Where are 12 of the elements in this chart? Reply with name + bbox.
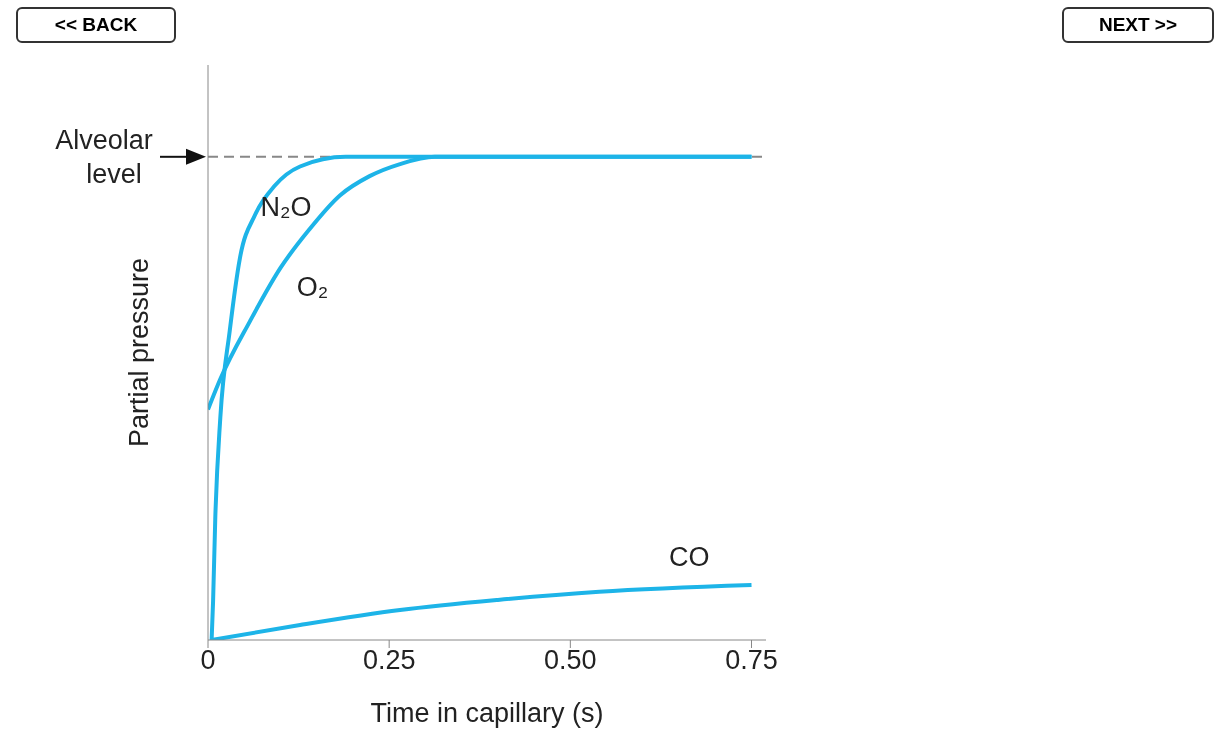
x-tick-label: 0.50 <box>544 645 597 676</box>
x-tick-label: 0.75 <box>725 645 778 676</box>
x-tick-label: 0 <box>200 645 216 676</box>
text: NEXT >> <box>1062 7 1214 43</box>
text: << BACK <box>16 7 176 43</box>
series-label: CO <box>669 541 710 572</box>
x-tick-label: 0.25 <box>362 645 416 676</box>
ref-line-label: Alveolar level <box>55 124 153 189</box>
series-label: N₂O <box>260 192 312 223</box>
y-axis-title: Partial pressure <box>123 257 154 448</box>
series-label: O₂ <box>296 271 329 302</box>
x-axis-title: Time in capillary (s) <box>370 698 604 728</box>
